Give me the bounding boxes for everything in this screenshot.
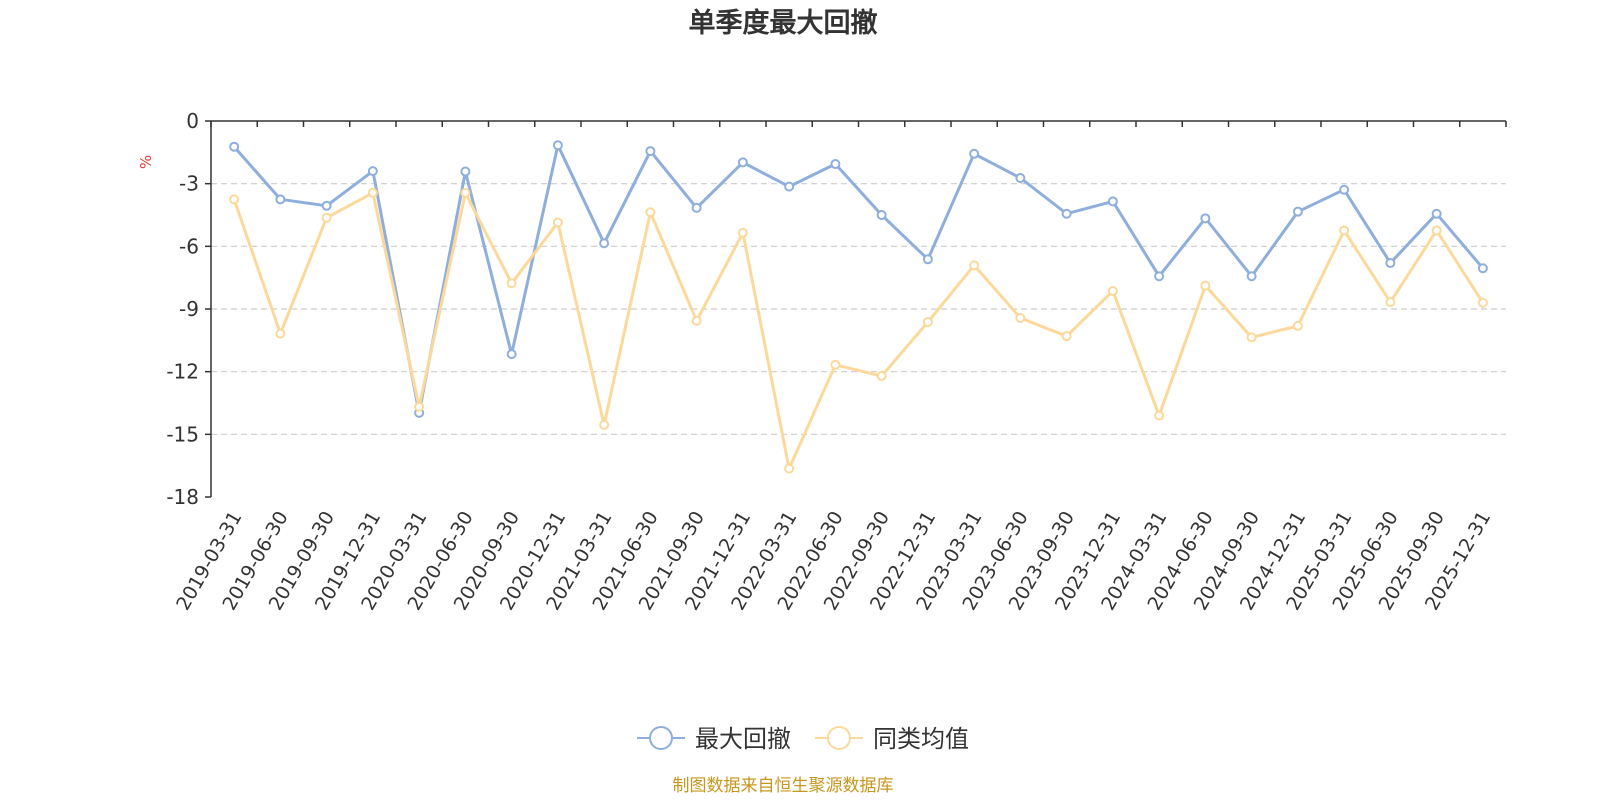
data-point xyxy=(1477,263,1488,274)
series-line xyxy=(232,143,1485,415)
data-point xyxy=(1339,225,1350,236)
data-point xyxy=(1246,271,1257,282)
data-point xyxy=(321,212,332,223)
data-point xyxy=(1431,208,1442,219)
data-point xyxy=(367,166,378,177)
legend-label: 同类均值 xyxy=(873,725,969,753)
data-point xyxy=(784,463,795,474)
data-point xyxy=(1107,286,1118,297)
data-point xyxy=(460,187,471,198)
data-point xyxy=(691,202,702,213)
data-point xyxy=(737,157,748,168)
series-line xyxy=(232,191,1485,471)
series-lines xyxy=(229,140,1488,474)
y-axis-ticks: 0 -3 -6 -9 -12 -15 -18 xyxy=(166,109,211,509)
data-point xyxy=(506,278,517,289)
data-point xyxy=(599,238,610,249)
y-tick-label: -15 xyxy=(166,422,199,446)
y-tick-label: -18 xyxy=(166,485,199,509)
data-point xyxy=(460,166,471,177)
chart-title: 单季度最大回撤 xyxy=(689,7,878,39)
data-point xyxy=(1200,280,1211,291)
y-tick-label: 0 xyxy=(186,109,199,133)
legend[interactable]: 最大回撤 同类均值 xyxy=(637,725,969,753)
data-point xyxy=(414,401,425,412)
data-point xyxy=(275,194,286,205)
data-point xyxy=(599,419,610,430)
y-tick-label: -3 xyxy=(179,172,199,196)
data-point xyxy=(830,159,841,170)
grid-lines xyxy=(211,183,1506,435)
data-point xyxy=(969,148,980,159)
data-point xyxy=(229,194,240,205)
legend-label: 最大回撤 xyxy=(695,725,791,753)
data-point xyxy=(969,260,980,271)
data-point xyxy=(321,200,332,211)
data-point xyxy=(1200,213,1211,224)
data-point xyxy=(922,254,933,265)
data-point xyxy=(922,316,933,327)
data-point xyxy=(1339,184,1350,195)
data-point xyxy=(1154,410,1165,421)
data-point xyxy=(1292,206,1303,217)
data-point xyxy=(876,210,887,220)
data-point xyxy=(1015,173,1026,184)
data-point xyxy=(645,146,656,157)
data-point xyxy=(1385,297,1396,308)
data-point xyxy=(552,217,563,228)
data-point xyxy=(1385,258,1396,269)
data-point xyxy=(1292,320,1303,331)
data-point xyxy=(691,315,702,326)
data-point xyxy=(1246,332,1257,343)
data-point xyxy=(506,349,517,360)
data-point xyxy=(1431,225,1442,236)
data-source-note: 制图数据来自恒生聚源数据库 xyxy=(673,776,894,796)
data-point xyxy=(645,207,656,218)
data-point xyxy=(1015,312,1026,323)
data-point xyxy=(275,328,286,339)
data-point xyxy=(737,227,748,238)
data-point xyxy=(876,371,887,382)
y-axis-label: % xyxy=(137,155,155,169)
y-tick-label: -6 xyxy=(179,234,199,258)
data-point xyxy=(1061,331,1072,342)
data-point xyxy=(229,141,240,152)
data-point xyxy=(1477,297,1488,308)
legend-marker xyxy=(649,726,673,750)
y-tick-label: -12 xyxy=(166,360,199,384)
data-point xyxy=(1154,271,1165,282)
data-point xyxy=(1061,208,1072,219)
data-point xyxy=(367,187,378,198)
data-point xyxy=(1107,196,1118,207)
y-tick-label: -9 xyxy=(179,297,199,321)
data-point xyxy=(830,359,841,370)
legend-marker xyxy=(827,726,851,750)
data-point xyxy=(784,181,795,192)
data-point xyxy=(552,140,563,151)
